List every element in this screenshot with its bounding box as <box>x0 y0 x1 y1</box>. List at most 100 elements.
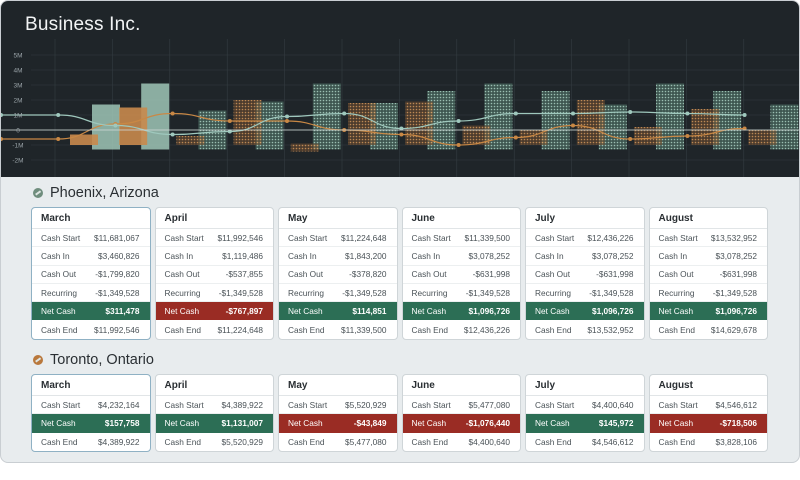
row-value: -$1,349,528 <box>342 287 387 298</box>
row-value: $3,460,826 <box>97 250 140 261</box>
row-label: Cash End <box>41 324 78 335</box>
row-label: Cash Start <box>535 232 575 243</box>
row-value: $1,843,200 <box>344 250 387 261</box>
month-title: June <box>402 208 520 229</box>
toronto-series-line-point <box>1 137 3 141</box>
net-cash-row: Net Cash $1,096,726 <box>649 302 767 321</box>
cash-row: Cash End $5,477,080 <box>279 433 397 451</box>
row-label: Cash End <box>535 436 572 447</box>
cash-row: Cash End $5,520,929 <box>156 433 274 451</box>
row-value: -$1,349,528 <box>465 287 510 298</box>
month-card[interactable]: August Cash Start $4,546,612 Net Cash -$718,… <box>648 374 768 452</box>
cash-row: Cash In $3,078,252 <box>402 247 520 266</box>
net-cash-row: Net Cash $311,478 <box>32 302 150 321</box>
month-card[interactable]: April Cash Start $11,992,546 Cash In $1,119,… <box>154 207 274 340</box>
month-card[interactable]: April Cash Start $4,389,922 Net Cash $1,131,… <box>154 374 274 452</box>
app-title: Business Inc. <box>25 14 141 35</box>
row-value: $14,629,678 <box>710 324 757 335</box>
month-card[interactable]: June Cash Start $5,477,080 Net Cash -$1,076,… <box>401 374 521 452</box>
month-title: March <box>32 375 150 396</box>
location-name: Phoenix, Arizona <box>50 185 159 201</box>
row-label: Net Cash <box>535 418 570 429</box>
row-label: Cash Start <box>288 232 328 243</box>
month-title: August <box>649 375 767 396</box>
month-card[interactable]: March Cash Start $11,681,067 Cash In $3,460,… <box>31 207 151 340</box>
net-cash-row: Net Cash -$43,849 <box>279 414 397 433</box>
month-card[interactable]: June Cash Start $11,339,500 Cash In $3,078,2… <box>401 207 521 340</box>
cash-row: Cash End $11,224,648 <box>156 320 274 338</box>
cash-row: Cash Start $11,681,067 <box>32 229 150 248</box>
row-label: Net Cash <box>164 418 200 429</box>
toronto-bar <box>348 103 376 145</box>
row-label: Cash End <box>164 436 201 447</box>
cash-row: Cash End $11,339,500 <box>279 320 397 338</box>
month-title: July <box>526 375 644 396</box>
row-value: $5,477,080 <box>468 399 510 410</box>
cash-row: Cash Start $4,389,922 <box>155 396 273 415</box>
row-label: Cash End <box>658 436 695 447</box>
cash-row: Cash Out -$631,998 <box>649 266 767 284</box>
cash-row: Cash End $4,389,922 <box>32 433 150 451</box>
y-tick-label: 4M <box>13 68 22 75</box>
cash-row: Cash In $3,460,826 <box>32 247 150 266</box>
month-card[interactable]: August Cash Start $13,532,952 Cash In $3,078… <box>648 207 768 340</box>
row-value: $1,119,486 <box>222 250 263 261</box>
row-label: Cash Start <box>288 399 328 410</box>
cash-row: Cash Out -$1,799,820 <box>32 266 150 284</box>
cash-row: Recurring -$1,349,528 <box>32 284 150 303</box>
month-card[interactable]: March Cash Start $4,232,164 Net Cash $157,75… <box>31 374 151 452</box>
location-status-icon <box>33 355 43 365</box>
location-status-icon <box>33 188 43 198</box>
toronto-series-line-point <box>628 137 633 141</box>
cash-row: Cash End $13,532,952 <box>526 320 644 338</box>
month-card[interactable]: May Cash Start $5,520,929 Net Cash -$43,849 C… <box>278 374 398 452</box>
toronto-bar <box>290 143 319 152</box>
row-label: Cash In <box>535 250 564 261</box>
cash-row: Cash Start $12,436,226 <box>526 229 644 248</box>
row-label: Cash In <box>41 250 70 261</box>
row-value: $5,520,929 <box>221 436 263 447</box>
cash-row: Cash End $12,436,226 <box>403 320 521 338</box>
month-card[interactable]: July Cash Start $12,436,226 Cash In $3,078,2… <box>525 207 645 340</box>
month-title: March <box>32 208 150 229</box>
row-label: Net Cash <box>164 306 200 317</box>
month-cards: March Cash Start $11,681,067 Cash In $3,460,… <box>31 207 768 340</box>
row-label: Cash Start <box>535 399 575 410</box>
y-tick-label: 1M <box>13 113 22 120</box>
net-cash-row: Net Cash -$718,506 <box>649 414 767 433</box>
cash-row: Recurring -$1,349,528 <box>279 284 397 303</box>
phoenix-bar <box>312 83 341 150</box>
toronto-series-line <box>1 112 745 146</box>
row-label: Net Cash <box>658 418 694 429</box>
cash-flow-chart[interactable]: 5M 4M 3M 2M 1M 0 -1M -2M <box>1 39 800 177</box>
row-label: Cash End <box>288 324 325 335</box>
row-value: $13,532,952 <box>710 232 757 243</box>
cash-row: Cash Out -$378,820 <box>279 266 397 284</box>
row-label: Cash In <box>288 250 317 261</box>
row-label: Recurring <box>411 287 448 298</box>
cash-row: Cash Start $4,232,164 <box>32 396 150 415</box>
row-value: $4,546,612 <box>715 399 757 410</box>
row-label: Cash Start <box>41 399 81 410</box>
cash-row: Cash Start $5,477,080 <box>402 396 520 415</box>
net-cash-row: Net Cash $1,131,007 <box>155 414 273 433</box>
cash-row: Cash Start $5,520,929 <box>279 396 397 415</box>
phoenix-series-line-point <box>571 111 575 116</box>
month-title: August <box>649 208 767 229</box>
row-value: -$537,855 <box>225 269 263 280</box>
cash-row: Recurring -$1,349,528 <box>155 284 273 303</box>
month-title: June <box>402 375 520 396</box>
row-label: Recurring <box>288 287 324 298</box>
row-value: $3,078,252 <box>591 250 634 261</box>
cash-row: Cash Out -$631,998 <box>402 266 520 284</box>
toronto-bar <box>70 134 98 145</box>
row-label: Cash Start <box>164 232 204 243</box>
month-card[interactable]: July Cash Start $4,400,640 Net Cash $145,972… <box>525 374 645 452</box>
cash-row: Cash In $1,119,486 <box>155 247 273 266</box>
row-value: $3,078,252 <box>468 250 510 261</box>
phoenix-series-line-point <box>113 123 118 128</box>
month-card[interactable]: May Cash Start $11,224,648 Cash In $1,843,20… <box>278 207 398 340</box>
row-value: -$1,349,528 <box>95 287 140 298</box>
toronto-series-line-point <box>170 111 175 116</box>
row-label: Net Cash <box>288 418 323 429</box>
